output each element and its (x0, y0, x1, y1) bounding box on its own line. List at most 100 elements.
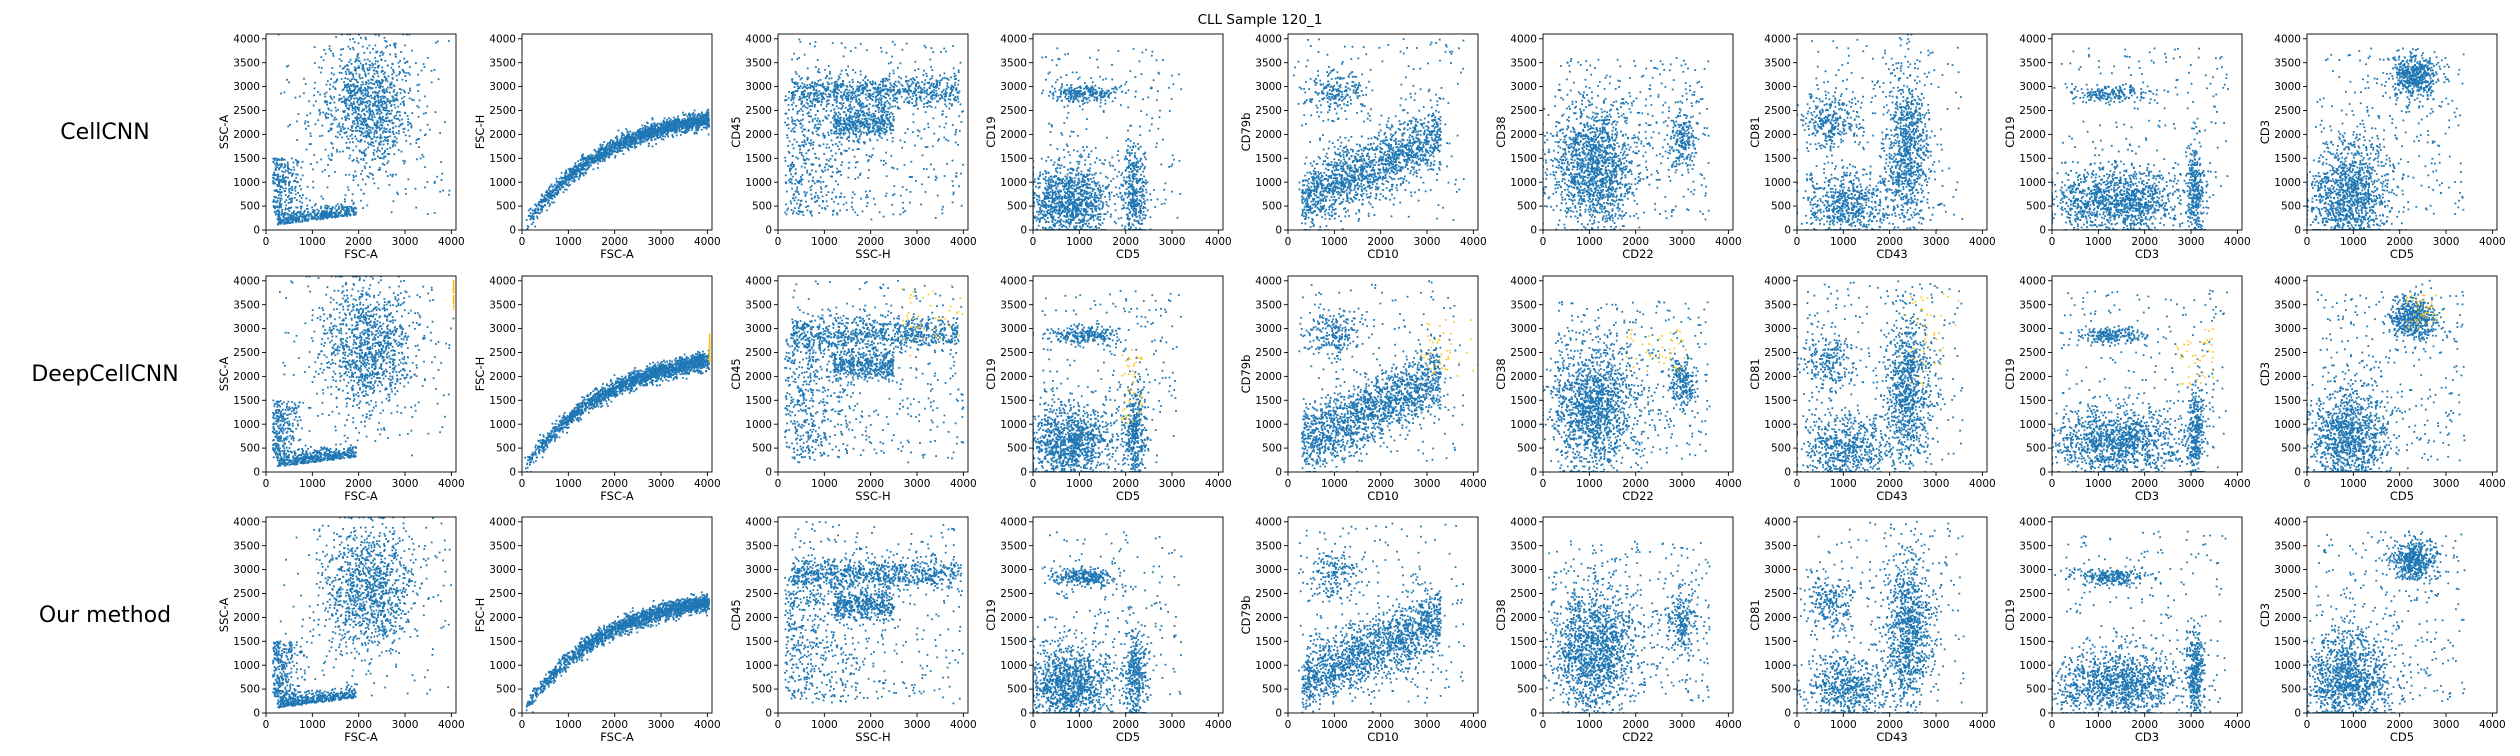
scatter-point (408, 34, 411, 36)
scatter-point (921, 183, 923, 186)
scatter-point (350, 125, 353, 128)
scatter-point (381, 153, 384, 155)
scatter-point (830, 198, 833, 200)
scatter-point (378, 128, 381, 131)
scatter-point (555, 180, 558, 183)
scatter-point (322, 214, 324, 217)
scatter-point (852, 125, 855, 128)
scatter-point (348, 95, 351, 98)
scatter-point (872, 112, 875, 115)
scatter-point (658, 129, 661, 132)
scatter-point (369, 112, 372, 115)
scatter-point (860, 111, 863, 114)
scatter-point (932, 51, 934, 53)
scatter-point (831, 116, 834, 119)
scatter-panel-ssch-cd45: 0 1000 2000 3000 400005001000150020002500300… (729, 33, 977, 261)
scatter-point (574, 173, 577, 176)
scatter-point (365, 63, 367, 65)
scatter-point (654, 132, 657, 135)
scatter-point (384, 46, 387, 49)
scatter-point (381, 118, 384, 121)
scatter-point (299, 212, 301, 215)
scatter-point (351, 127, 353, 129)
scatter-point (676, 119, 679, 121)
scatter-point (354, 86, 357, 89)
scatter-point (288, 210, 291, 212)
scatter-point (378, 113, 381, 115)
scatter-point (290, 206, 293, 209)
scatter-point (874, 81, 877, 84)
scatter-point (941, 90, 944, 93)
scatter-point (426, 213, 429, 215)
scatter-point (361, 91, 364, 94)
scatter-point (300, 178, 302, 181)
scatter-point (855, 161, 857, 164)
scatter-point (359, 102, 362, 104)
scatter-point (818, 90, 821, 93)
scatter-point (364, 36, 367, 39)
scatter-point (396, 92, 398, 94)
scatter-point (877, 111, 880, 114)
scatter-point (826, 103, 829, 106)
scatter-point (651, 117, 654, 119)
scatter-point (796, 82, 799, 85)
scatter-point (791, 128, 794, 131)
scatter-point (535, 204, 538, 207)
scatter-point (928, 101, 931, 103)
scatter-point (697, 114, 700, 116)
scatter-point (295, 206, 298, 209)
scatter-point (433, 182, 436, 184)
scatter-point (645, 128, 647, 130)
scatter-point (378, 150, 381, 152)
scatter-point (626, 139, 628, 142)
scatter-point (582, 172, 584, 174)
scatter-point (351, 130, 354, 132)
scatter-point (320, 207, 322, 210)
scatter-point (334, 214, 337, 217)
scatter-point (304, 83, 307, 85)
scatter-point (697, 118, 700, 121)
scatter-point (353, 210, 356, 213)
scatter-point (627, 132, 630, 135)
scatter-point (366, 67, 369, 70)
scatter-point (664, 129, 667, 132)
scatter-point (346, 86, 349, 89)
scatter-point (659, 123, 661, 125)
scatter-point (839, 113, 841, 116)
scatter-point (312, 216, 314, 218)
scatter-point (662, 125, 665, 127)
scatter-point (945, 138, 948, 141)
scatter-point (675, 128, 678, 131)
scatter-point (340, 128, 342, 130)
scatter-point (348, 157, 351, 160)
scatter-point (331, 98, 334, 101)
scatter-point (939, 97, 942, 99)
scatter-point (866, 82, 868, 85)
scatter-point (581, 173, 584, 175)
scatter-point (686, 126, 689, 129)
scatter-point (421, 153, 424, 156)
scatter-point (285, 199, 288, 201)
scatter-point (847, 65, 850, 68)
scatter-point (277, 209, 280, 211)
scatter-point (313, 46, 316, 48)
scatter-point (385, 131, 388, 133)
scatter-point (833, 132, 836, 135)
scatter-point (822, 143, 825, 146)
scatter-point (529, 215, 532, 217)
scatter-point (374, 34, 377, 36)
scatter-point (583, 168, 586, 170)
scatter-point (904, 87, 907, 90)
scatter-point (853, 112, 856, 115)
scatter-point (344, 200, 346, 203)
scatter-point (537, 202, 540, 205)
scatter-point (353, 92, 356, 95)
scatter-point (872, 104, 874, 107)
x-tick-label: 4000 (438, 236, 465, 248)
scatter-point (373, 153, 375, 156)
scatter-point (857, 81, 859, 83)
scatter-point (686, 128, 688, 131)
scatter-point (868, 169, 870, 171)
scatter-point (551, 201, 554, 204)
scatter-point (622, 140, 624, 143)
